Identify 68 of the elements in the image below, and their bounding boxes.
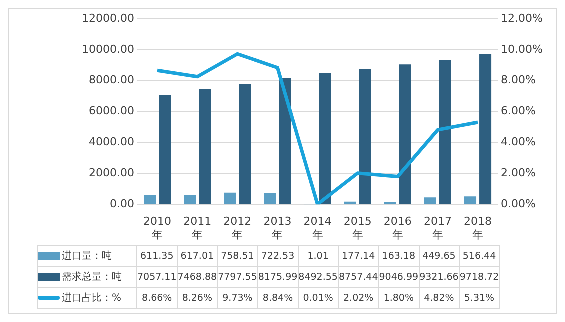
bar xyxy=(159,95,172,204)
x-tick-label: 2011年 xyxy=(184,215,212,242)
data-label: 5.31% xyxy=(459,288,500,308)
legend-label: 需求总量：吨 xyxy=(62,272,122,283)
y-tick-label: 0.00 xyxy=(110,197,134,210)
data-label: 8.26% xyxy=(177,288,218,308)
data-label: 8757.44 xyxy=(338,266,379,288)
y-tick-label: 4000.00 xyxy=(88,136,134,149)
data-label: 9718.72 xyxy=(459,266,500,288)
data-label: 9046.99 xyxy=(378,266,420,288)
data-label: 9321.66 xyxy=(419,266,460,288)
legend-label: 进口占比：% xyxy=(62,293,122,304)
bar xyxy=(279,78,292,204)
data-label: 177.14 xyxy=(338,246,379,266)
y-tick-label: 10000.00 xyxy=(82,42,134,56)
y2-tick-label: 10.00% xyxy=(501,42,544,56)
data-label: 722.53 xyxy=(258,246,298,266)
x-tick-label: 2016年 xyxy=(384,215,412,242)
x-tick-label: 2010年 xyxy=(144,215,172,242)
data-label: 9.73% xyxy=(218,288,258,308)
y2-tick-label: 4.00% xyxy=(501,136,536,149)
y-tick-label: 6000.00 xyxy=(88,104,134,118)
y2-tick-label: 2.00% xyxy=(501,166,536,180)
bar xyxy=(359,69,372,204)
bar xyxy=(224,192,236,204)
data-label: 8.66% xyxy=(136,288,178,308)
y-tick-label: 2000.00 xyxy=(88,166,134,180)
x-tick-label: 2017年 xyxy=(424,215,452,242)
data-label: 449.65 xyxy=(419,246,460,266)
x-tick-label: 2018年 xyxy=(464,215,492,242)
data-label: 758.51 xyxy=(218,246,258,266)
x-tick-label: 2013年 xyxy=(264,215,292,242)
data-label: 1.01 xyxy=(298,246,338,266)
bar xyxy=(264,193,276,204)
x-tick-label: 2014年 xyxy=(304,215,332,242)
bar xyxy=(399,64,412,204)
x-tick-label: 2015年 xyxy=(344,215,372,242)
y2-tick-label: 0.00% xyxy=(501,197,536,210)
y-tick-label: 8000.00 xyxy=(88,74,134,87)
x-tick-label: 2012年 xyxy=(224,215,252,242)
bar xyxy=(144,195,156,204)
data-label: 4.82% xyxy=(419,288,460,308)
bar xyxy=(464,196,477,204)
bar xyxy=(439,60,452,204)
bar xyxy=(319,73,332,204)
data-label: 7797.55 xyxy=(218,266,258,288)
bar xyxy=(199,89,212,204)
data-label: 617.01 xyxy=(177,246,218,266)
data-label: 2.02% xyxy=(338,288,379,308)
data-label: 8492.55 xyxy=(298,266,338,288)
y-tick-label: 12000.00 xyxy=(82,12,134,25)
data-label: 8175.99 xyxy=(258,266,298,288)
data-label: 7468.88 xyxy=(177,266,218,288)
data-label: 163.18 xyxy=(378,246,420,266)
data-label: 8.84% xyxy=(258,288,298,308)
bar xyxy=(184,195,196,204)
y2-tick-label: 12.00% xyxy=(501,12,544,25)
bar xyxy=(239,84,252,204)
data-label: 7057.11 xyxy=(136,266,178,288)
data-label: 516.44 xyxy=(459,246,500,266)
legend-label: 进口量：吨 xyxy=(62,251,112,262)
bar xyxy=(480,54,492,204)
data-label: 0.01% xyxy=(298,288,338,308)
y2-tick-label: 6.00% xyxy=(501,104,536,118)
data-label: 611.35 xyxy=(136,246,178,266)
data-label: 1.80% xyxy=(378,288,420,308)
bar xyxy=(424,198,436,204)
y2-tick-label: 8.00% xyxy=(501,74,536,87)
